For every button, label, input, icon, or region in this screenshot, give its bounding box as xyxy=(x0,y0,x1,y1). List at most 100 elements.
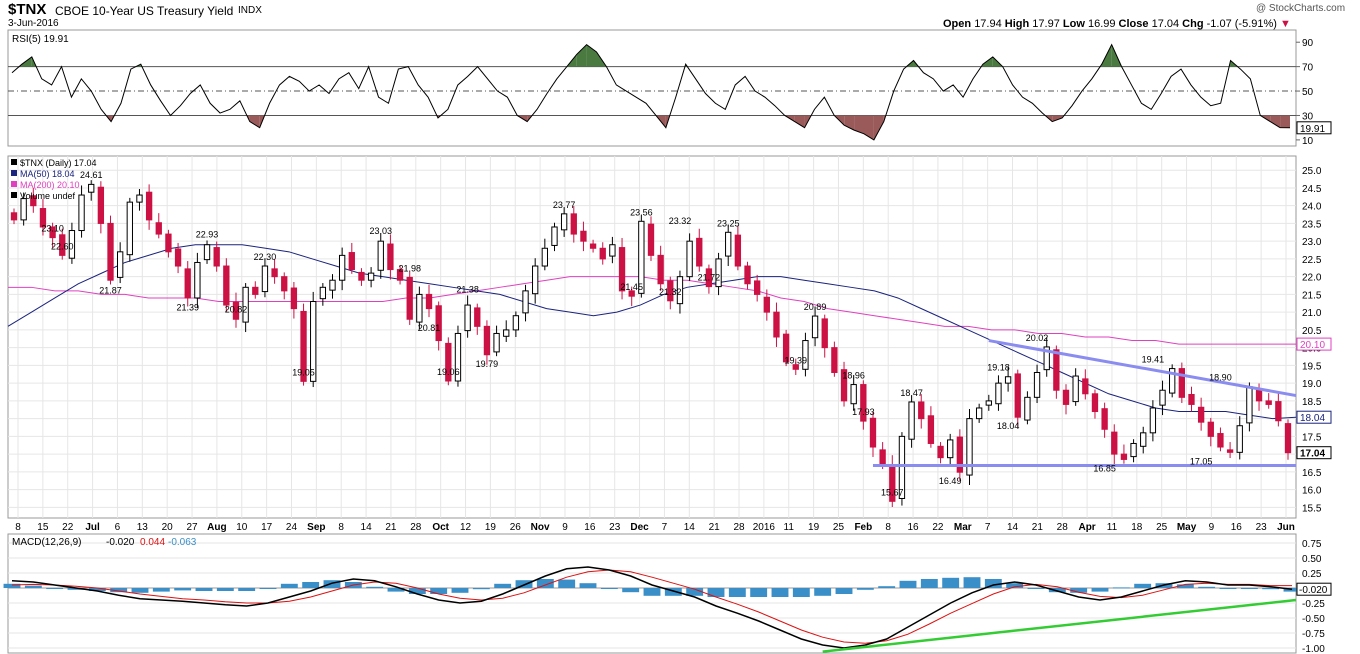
candle-body xyxy=(213,247,220,267)
candle-body xyxy=(59,234,66,256)
candle-body xyxy=(918,401,925,420)
x-tick-label: 11 xyxy=(784,522,795,533)
candle-body xyxy=(1149,407,1157,434)
price-annotation: 17.05 xyxy=(1190,456,1213,466)
x-tick-label: Sep xyxy=(307,522,325,533)
price-annotation: 20.02 xyxy=(1026,333,1049,343)
candle-body xyxy=(367,272,375,281)
macd-histogram-bar xyxy=(1027,588,1045,589)
macd-histogram-bar xyxy=(216,588,234,591)
price-annotation: 18.90 xyxy=(1209,373,1232,383)
candle-body xyxy=(97,186,105,224)
macd-histogram-bar xyxy=(963,577,981,588)
price-tick-label: 16.0 xyxy=(1302,486,1322,497)
candle-body xyxy=(493,332,500,353)
x-tick-label: 21 xyxy=(709,522,721,533)
price-panel xyxy=(7,155,1297,519)
macd-panel xyxy=(7,533,1297,654)
ma50-line xyxy=(7,244,1297,420)
open-label: Open xyxy=(943,18,972,30)
macd-histogram-bar xyxy=(1198,586,1216,588)
candle-body xyxy=(821,318,828,349)
macd-histogram-bar xyxy=(622,588,640,593)
macd-histogram-bar xyxy=(152,588,170,592)
x-tick-label: 28 xyxy=(1057,522,1069,533)
candle-body xyxy=(792,364,799,370)
x-tick-label: 12 xyxy=(460,522,472,533)
candle-body xyxy=(117,251,124,278)
price-annotation: 18.04 xyxy=(997,421,1020,431)
low-value: 16.99 xyxy=(1087,18,1116,30)
ohlc-readout: Open 17.94 High 17.97 Low 16.99 Close 17… xyxy=(943,18,1291,30)
resistance-trendline xyxy=(988,339,1297,398)
candle-body xyxy=(580,230,587,242)
candle-body xyxy=(908,401,915,440)
rsi-last-value: 19.91 xyxy=(1300,124,1325,135)
candle-body xyxy=(551,226,558,246)
candle-body xyxy=(1226,449,1234,453)
candle-body xyxy=(1255,389,1263,402)
macd-histogram-bar xyxy=(195,588,213,591)
rsi-legend: RSI(5) 19.91 xyxy=(12,34,69,45)
price-tick-label: 24.0 xyxy=(1302,202,1322,213)
candle-body xyxy=(1072,375,1079,403)
price-annotation: 19.05 xyxy=(292,367,315,377)
x-tick-label: 15 xyxy=(37,522,49,533)
macd-histogram-bar xyxy=(24,585,42,588)
candle-body xyxy=(474,307,481,327)
candle-body xyxy=(628,290,635,297)
macd-histogram-bar xyxy=(878,586,896,588)
price-annotation: 20.82 xyxy=(225,305,248,315)
last-value-label: 20.10 xyxy=(1300,340,1325,351)
macd-histogram-bar xyxy=(814,588,832,596)
candle-body xyxy=(1236,425,1243,453)
x-tick-label: 21 xyxy=(1032,522,1044,533)
macd-histogram-bar xyxy=(1006,583,1024,588)
x-tick-label: Feb xyxy=(854,522,872,533)
macd-histogram-bar xyxy=(579,583,597,588)
macd-histogram-bar xyxy=(1112,587,1130,589)
header-name: CBOE 10-Year US Treasury Yield xyxy=(55,4,234,18)
x-tick-label: 17 xyxy=(261,522,273,533)
ma200-line xyxy=(8,276,1296,345)
candle-body xyxy=(1169,368,1176,394)
candle-body xyxy=(1178,368,1185,398)
rsi-tick-label: 10 xyxy=(1302,136,1314,147)
high-label: High xyxy=(1004,18,1030,30)
x-tick-label: 25 xyxy=(833,522,845,533)
close-label: Close xyxy=(1118,18,1149,30)
rsi-oversold-fill xyxy=(1280,115,1290,128)
macd-legend-value: -0.063 xyxy=(168,537,197,548)
candle-body xyxy=(647,223,655,256)
candle-body xyxy=(522,290,529,314)
macd-histogram-bar xyxy=(1240,588,1258,589)
candle-body xyxy=(338,254,346,281)
rsi-oversold-fill xyxy=(873,115,884,140)
macd-histogram-bar xyxy=(664,588,682,596)
price-annotation: 19.06 xyxy=(437,367,460,377)
price-tick-label: 21.0 xyxy=(1302,308,1322,319)
candle-body xyxy=(898,435,906,499)
last-value-box xyxy=(1296,337,1332,351)
x-tick-label: Mar xyxy=(954,522,972,533)
candle-body xyxy=(1024,396,1031,421)
candle-body xyxy=(416,293,423,323)
price-tick-label: 18.5 xyxy=(1302,397,1322,408)
candle-body xyxy=(184,268,191,299)
candle-body xyxy=(1111,431,1118,455)
macd-histogram-bar xyxy=(558,579,576,588)
macd-tick-label: 0.25 xyxy=(1302,569,1322,580)
header-exchange: INDX xyxy=(238,5,262,16)
x-tick-label: Apr xyxy=(1078,522,1095,533)
macd-histogram-bar xyxy=(3,583,21,588)
rsi-tick-label: 50 xyxy=(1302,87,1314,98)
price-annotation: 21.98 xyxy=(398,263,421,273)
price-tick-label: 24.5 xyxy=(1302,184,1322,195)
rsi-oversold-fill xyxy=(854,115,864,134)
x-tick-label: 11 xyxy=(1107,522,1118,533)
x-tick-label: 23 xyxy=(1256,522,1268,533)
rsi-oversold-fill xyxy=(864,115,874,140)
legend-swatch xyxy=(11,181,17,187)
candle-body xyxy=(686,240,693,278)
rsi-last-box xyxy=(1296,121,1332,135)
